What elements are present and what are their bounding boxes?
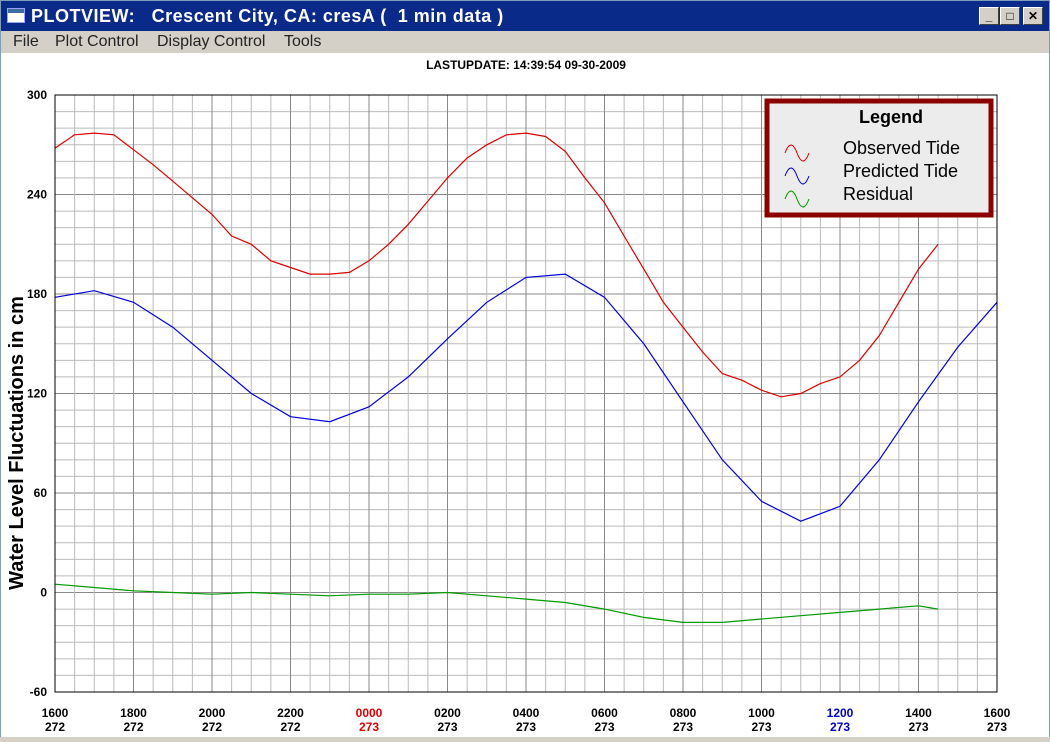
observed-tide-line xyxy=(54,132,939,398)
y-axis-label: Water Level Fluctuations in cm xyxy=(6,296,28,590)
legend[interactable]: Legend Observed Tide Predicted Tide Resi… xyxy=(764,98,994,218)
menu-tools[interactable]: Tools xyxy=(284,33,322,50)
x-tick-time: 1400 xyxy=(905,706,932,720)
x-tick-day: 272 xyxy=(123,720,143,734)
y-tick-label: 120 xyxy=(27,387,47,401)
x-tick-day: 273 xyxy=(437,720,457,734)
legend-residual-swatch xyxy=(784,190,810,208)
x-tick-time: 2200 xyxy=(277,706,304,720)
y-tick-label: 180 xyxy=(27,287,47,301)
x-tick-time: 1200 xyxy=(827,706,854,720)
x-tick-day: 272 xyxy=(202,720,222,734)
y-tick-label: 240 xyxy=(27,188,47,202)
x-tick-day: 273 xyxy=(359,720,379,734)
x-tick-day: 272 xyxy=(280,720,300,734)
grid xyxy=(54,94,998,693)
title-bar[interactable]: PLOTVIEW: Crescent City, CA: cresA ( 1 m… xyxy=(1,1,1049,31)
tide-chart: LASTUPDATE: 14:39:54 09-30-2009 Water Le… xyxy=(6,58,1011,734)
y-tick-labels: 300 240 180 120 60 0 -60 xyxy=(27,88,47,699)
x-tick-time: 1600 xyxy=(42,706,69,720)
menu-file[interactable]: File xyxy=(13,33,39,50)
x-tick-time: 2000 xyxy=(199,706,226,720)
legend-observed-swatch xyxy=(784,144,810,162)
x-tick-time: 0200 xyxy=(434,706,461,720)
residual-line xyxy=(54,583,939,624)
legend-observed-label: Observed Tide xyxy=(843,138,960,158)
legend-predicted-swatch xyxy=(784,167,810,185)
menu-plot-control[interactable]: Plot Control xyxy=(55,33,139,50)
series-group xyxy=(54,132,998,624)
menu-display-control[interactable]: Display Control xyxy=(157,33,266,50)
x-tick-time: 0000 xyxy=(356,706,383,720)
x-tick-day: 273 xyxy=(908,720,928,734)
y-tick-label: -60 xyxy=(30,685,48,699)
predicted-tide-line xyxy=(54,273,998,522)
x-tick-time: 1600 xyxy=(984,706,1011,720)
plot-area: LASTUPDATE: 14:39:54 09-30-2009 Water Le… xyxy=(1,53,1049,737)
minimize-button[interactable]: _ xyxy=(979,7,999,25)
plot-frame xyxy=(54,94,998,693)
close-button[interactable]: ✕ xyxy=(1023,7,1043,25)
last-update-label: LASTUPDATE: 14:39:54 09-30-2009 xyxy=(426,58,626,72)
x-tick-day: 273 xyxy=(987,720,1007,734)
legend-predicted-label: Predicted Tide xyxy=(843,161,958,181)
x-tick-day: 273 xyxy=(673,720,693,734)
x-tick-time: 0800 xyxy=(670,706,697,720)
y-tick-label: 0 xyxy=(40,586,47,600)
legend-residual-label: Residual xyxy=(843,184,913,204)
x-tick-labels: 1600272180027220002722200272000027302002… xyxy=(42,706,1011,734)
y-tick-label: 300 xyxy=(27,88,47,102)
x-tick-time: 1800 xyxy=(120,706,147,720)
y-tick-label: 60 xyxy=(34,486,48,500)
x-tick-day: 273 xyxy=(516,720,536,734)
x-tick-day: 273 xyxy=(751,720,771,734)
app-window-icon[interactable] xyxy=(7,8,25,23)
x-tick-day: 273 xyxy=(830,720,850,734)
maximize-button[interactable]: □ xyxy=(1000,7,1020,25)
x-tick-day: 273 xyxy=(594,720,614,734)
x-tick-time: 0600 xyxy=(591,706,618,720)
window-title: PLOTVIEW: Crescent City, CA: cresA ( 1 m… xyxy=(31,6,504,26)
x-tick-day: 272 xyxy=(45,720,65,734)
x-tick-time: 0400 xyxy=(513,706,540,720)
menu-bar: File Plot Control Display Control Tools xyxy=(1,31,1049,53)
x-tick-time: 1000 xyxy=(748,706,775,720)
legend-title: Legend xyxy=(859,107,923,127)
legend-box xyxy=(764,98,994,218)
